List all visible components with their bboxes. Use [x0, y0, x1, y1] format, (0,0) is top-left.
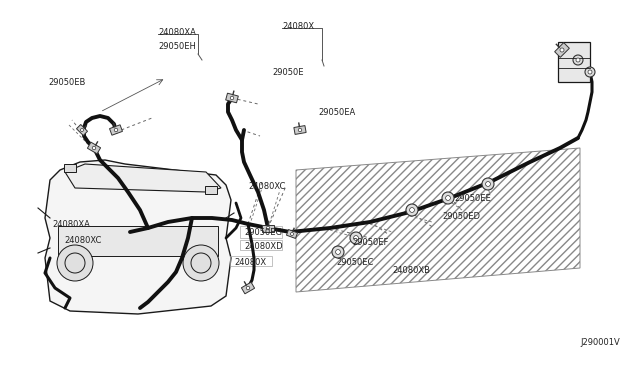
Circle shape — [576, 58, 580, 62]
Text: 29050EH: 29050EH — [158, 42, 196, 51]
Polygon shape — [45, 160, 231, 314]
Text: 24080X: 24080X — [234, 258, 266, 267]
Text: J290001V: J290001V — [580, 338, 620, 347]
Circle shape — [291, 232, 294, 235]
Circle shape — [65, 253, 85, 273]
Polygon shape — [555, 43, 570, 57]
Bar — [558, 42, 590, 82]
Polygon shape — [109, 125, 122, 135]
Circle shape — [92, 146, 96, 150]
Bar — [64, 164, 76, 172]
Text: 24080XC: 24080XC — [64, 236, 101, 245]
Text: 29050EB: 29050EB — [48, 78, 85, 87]
Circle shape — [573, 55, 583, 65]
Text: 24080XA: 24080XA — [158, 28, 196, 37]
Text: 29050EG: 29050EG — [244, 228, 282, 237]
Polygon shape — [287, 230, 298, 238]
Bar — [58, 226, 218, 256]
Polygon shape — [88, 142, 100, 154]
Circle shape — [57, 245, 93, 281]
Bar — [230, 256, 272, 266]
Circle shape — [486, 182, 490, 186]
Polygon shape — [77, 125, 88, 135]
Circle shape — [266, 226, 269, 230]
Circle shape — [298, 128, 301, 132]
Text: 29050ED: 29050ED — [442, 212, 480, 221]
Text: 29050E: 29050E — [272, 68, 303, 77]
Circle shape — [482, 178, 494, 190]
Text: 29050EE: 29050EE — [454, 194, 491, 203]
Circle shape — [230, 96, 234, 100]
Text: 29050EC: 29050EC — [336, 258, 373, 267]
Circle shape — [353, 235, 358, 240]
Circle shape — [445, 196, 451, 201]
Circle shape — [335, 250, 340, 254]
Circle shape — [406, 204, 418, 216]
Text: 29050EA: 29050EA — [318, 108, 355, 117]
Circle shape — [442, 192, 454, 204]
Bar — [240, 226, 282, 238]
Text: 24080X: 24080X — [282, 22, 314, 31]
Polygon shape — [65, 164, 221, 192]
Circle shape — [332, 246, 344, 258]
Polygon shape — [226, 93, 238, 103]
Bar — [205, 186, 217, 194]
Polygon shape — [262, 224, 274, 231]
Text: 24080XC: 24080XC — [248, 182, 285, 191]
Circle shape — [560, 48, 564, 52]
Circle shape — [191, 253, 211, 273]
Text: 24080XB: 24080XB — [392, 266, 430, 275]
Circle shape — [350, 232, 362, 244]
Polygon shape — [294, 126, 306, 134]
Circle shape — [81, 128, 83, 131]
Circle shape — [588, 70, 592, 74]
Circle shape — [115, 128, 118, 132]
Text: 29050EF: 29050EF — [352, 238, 388, 247]
Circle shape — [585, 67, 595, 77]
Circle shape — [410, 208, 415, 212]
Text: 24080XD: 24080XD — [244, 242, 283, 251]
Polygon shape — [241, 282, 255, 294]
Text: 24080XA: 24080XA — [52, 220, 90, 229]
Bar — [240, 240, 282, 250]
Circle shape — [183, 245, 219, 281]
Circle shape — [246, 286, 250, 290]
